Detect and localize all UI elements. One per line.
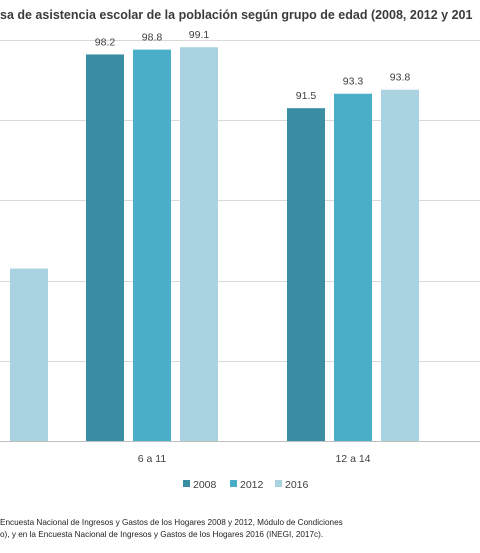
data-label: 91.5 xyxy=(296,90,317,102)
chart-title: sa de asistencia escolar de la población… xyxy=(0,8,473,22)
source-note: Encuesta Nacional de Ingresos y Gastos d… xyxy=(0,517,480,541)
data-label: 99.1 xyxy=(189,29,210,41)
data-label: 93.3 xyxy=(343,76,364,88)
bar-2008-12-a-14 xyxy=(287,108,325,442)
bar-2008-6-a-11 xyxy=(86,54,124,441)
bar-2016-12-a-14 xyxy=(381,89,419,441)
bar-2016-6-a-11 xyxy=(180,47,218,442)
source-line-1: Encuesta Nacional de Ingresos y Gastos d… xyxy=(0,518,343,527)
legend-swatch-2012 xyxy=(230,480,237,487)
legend-label-2012: 2012 xyxy=(240,479,264,491)
source-line-2: o), y en la Encuesta Nacional de Ingreso… xyxy=(0,530,324,539)
data-label: 98.2 xyxy=(95,36,116,48)
bar-2012-12-a-14 xyxy=(334,93,372,441)
x-tick-label: 12 a 14 xyxy=(335,453,370,465)
legend-label-2016: 2016 xyxy=(285,479,309,491)
legend-label-2008: 2008 xyxy=(193,479,217,491)
bar-2016-cat0 xyxy=(10,268,48,441)
bar-chart: 98.2 98.8 99.1 6 a 11 91.5 93.3 93.8 12 a 14 200… xyxy=(0,29,480,491)
data-label: 93.8 xyxy=(390,72,411,84)
bar-2012-6-a-11 xyxy=(133,49,171,442)
legend-swatch-2008 xyxy=(183,480,190,487)
x-tick-label: 6 a 11 xyxy=(138,453,167,465)
legend-swatch-2016 xyxy=(275,480,282,487)
data-label: 98.8 xyxy=(142,32,163,44)
